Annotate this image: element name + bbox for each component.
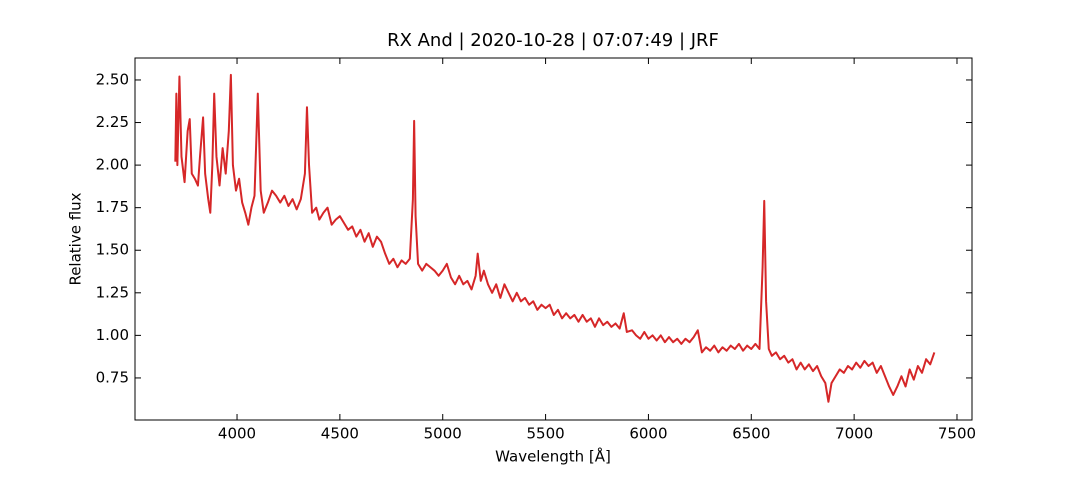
y-tick-label: 1.00 [96,326,129,344]
x-axis-label: Wavelength [Å] [495,447,611,466]
y-tick-label: 2.50 [96,70,129,88]
x-tick-label: 6500 [732,425,770,443]
x-tick-label: 5500 [526,425,564,443]
chart-title: RX And | 2020-10-28 | 07:07:49 | JRF [387,30,719,51]
x-tick-label: 4000 [218,425,256,443]
x-tick-label: 4500 [321,425,359,443]
y-tick-label: 2.00 [96,156,129,174]
y-tick-label: 1.75 [96,198,129,216]
plot-frame [134,57,973,421]
x-tick-label: 5000 [424,425,462,443]
y-tick-label: 2.25 [96,113,129,131]
y-axis-label: Relative flux [67,192,85,285]
x-tick-label: 7500 [938,425,976,443]
y-tick-label: 1.50 [96,241,129,259]
spectrum-line [174,73,936,403]
y-tick-label: 1.25 [96,283,129,301]
x-tick-label: 6000 [629,425,667,443]
x-tick-label: 7000 [835,425,873,443]
y-tick-label: 0.75 [96,368,129,386]
